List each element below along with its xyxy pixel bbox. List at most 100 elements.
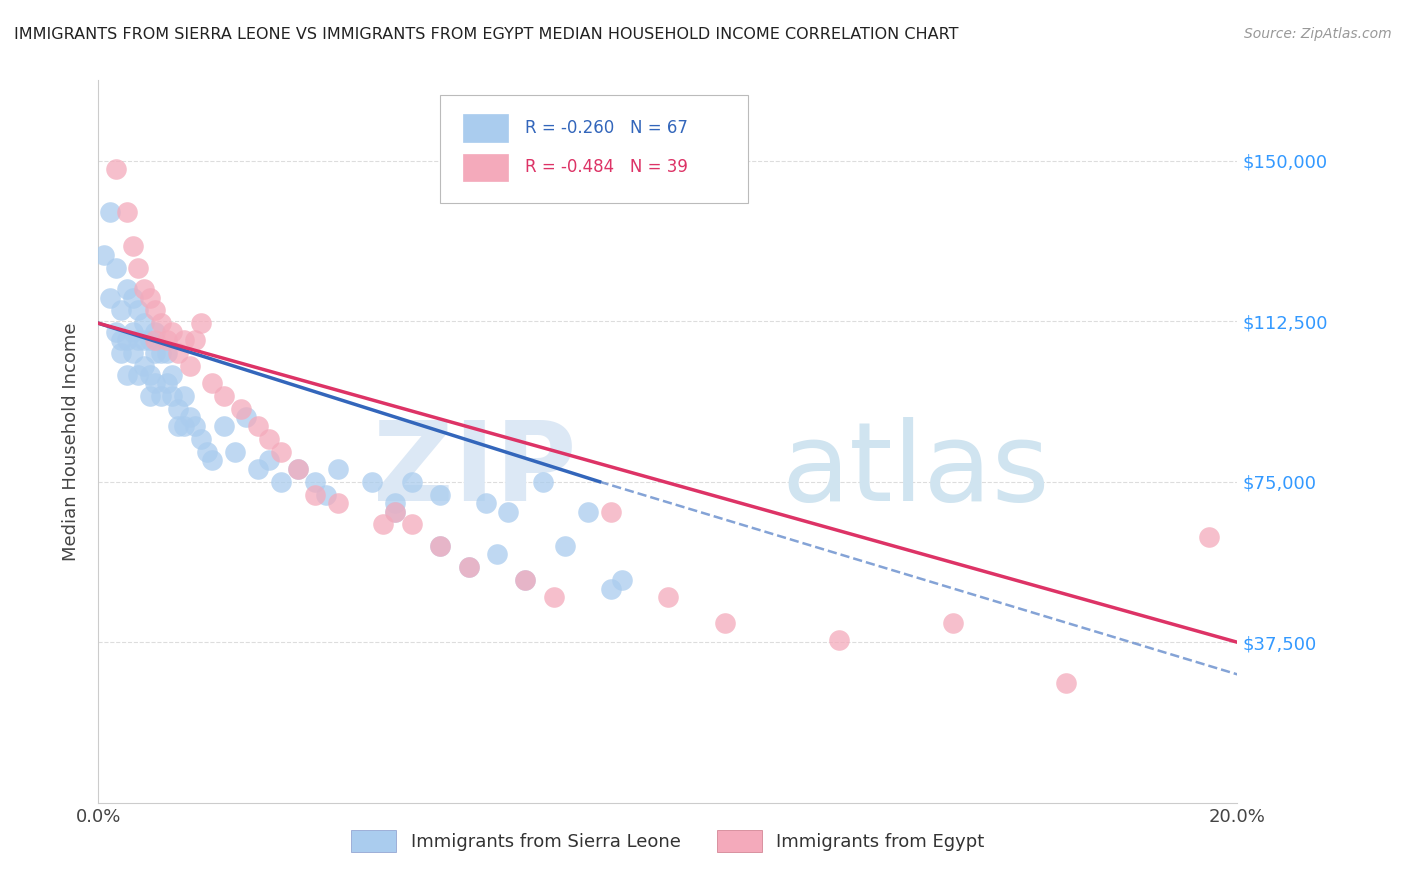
Point <box>104 162 127 177</box>
Point <box>167 346 190 360</box>
Point <box>486 548 509 562</box>
Point <box>156 376 179 391</box>
Point <box>179 410 201 425</box>
Point <box>600 505 623 519</box>
Point <box>190 316 212 330</box>
Point <box>173 334 195 348</box>
Point <box>145 303 167 318</box>
Point <box>132 359 155 373</box>
Point <box>190 432 212 446</box>
Point <box>150 389 173 403</box>
Point <box>173 419 195 434</box>
Point <box>360 475 382 489</box>
Point <box>401 475 423 489</box>
Point <box>515 573 537 587</box>
Point <box>304 487 326 501</box>
Point <box>115 282 138 296</box>
Point <box>145 346 167 360</box>
Point <box>167 419 190 434</box>
Point <box>270 475 292 489</box>
Point <box>235 410 257 425</box>
Point <box>121 239 143 253</box>
Point <box>104 325 127 339</box>
Point <box>304 475 326 489</box>
Point <box>401 517 423 532</box>
Point <box>498 505 520 519</box>
Point <box>115 205 138 219</box>
Point <box>162 325 184 339</box>
Point <box>1198 530 1220 544</box>
Point <box>138 291 160 305</box>
Point <box>201 376 224 391</box>
Point <box>127 260 149 275</box>
Point <box>457 560 479 574</box>
Point <box>429 539 451 553</box>
Point <box>127 303 149 318</box>
Point <box>714 615 737 630</box>
Point <box>576 505 599 519</box>
Point <box>429 487 451 501</box>
Point <box>554 539 576 553</box>
Point <box>384 496 406 510</box>
Point <box>259 432 281 446</box>
Point <box>315 487 337 501</box>
Point <box>110 303 132 318</box>
Point <box>828 633 851 648</box>
Text: Source: ZipAtlas.com: Source: ZipAtlas.com <box>1244 27 1392 41</box>
Point <box>373 517 395 532</box>
Point <box>110 346 132 360</box>
Point <box>138 368 160 382</box>
Point <box>150 316 173 330</box>
Point <box>145 325 167 339</box>
Point <box>1056 676 1078 690</box>
Point <box>212 389 235 403</box>
Point <box>127 334 149 348</box>
Point <box>201 453 224 467</box>
Bar <box>463 154 509 181</box>
Point <box>156 334 179 348</box>
Point <box>246 462 269 476</box>
Point <box>612 573 634 587</box>
Point <box>162 368 184 382</box>
Point <box>98 291 121 305</box>
Text: IMMIGRANTS FROM SIERRA LEONE VS IMMIGRANTS FROM EGYPT MEDIAN HOUSEHOLD INCOME CO: IMMIGRANTS FROM SIERRA LEONE VS IMMIGRAN… <box>14 27 959 42</box>
Point <box>246 419 269 434</box>
Point <box>173 389 195 403</box>
Point <box>212 419 235 434</box>
Point <box>138 389 160 403</box>
Point <box>474 496 496 510</box>
Point <box>110 334 132 348</box>
Point <box>229 401 252 416</box>
Point <box>224 444 246 458</box>
Point <box>184 419 207 434</box>
Point <box>326 462 349 476</box>
Point <box>145 334 167 348</box>
Point <box>326 496 349 510</box>
Point <box>162 389 184 403</box>
Point <box>457 560 479 574</box>
Text: R = -0.484   N = 39: R = -0.484 N = 39 <box>526 158 689 176</box>
Point <box>132 334 155 348</box>
Point <box>121 325 143 339</box>
Point <box>384 505 406 519</box>
Point <box>657 591 679 605</box>
Point <box>429 539 451 553</box>
Point <box>515 573 537 587</box>
Point <box>115 368 138 382</box>
Point <box>531 475 554 489</box>
Point <box>132 282 155 296</box>
Point <box>93 248 115 262</box>
Text: ZIP: ZIP <box>374 417 576 524</box>
Legend: Immigrants from Sierra Leone, Immigrants from Egypt: Immigrants from Sierra Leone, Immigrants… <box>344 822 991 859</box>
Text: R = -0.260   N = 67: R = -0.260 N = 67 <box>526 119 689 137</box>
Point <box>543 591 565 605</box>
Point <box>167 401 190 416</box>
Bar <box>463 114 509 142</box>
Point <box>145 376 167 391</box>
FancyBboxPatch shape <box>440 95 748 203</box>
Point <box>127 368 149 382</box>
Point <box>121 346 143 360</box>
Y-axis label: Median Household Income: Median Household Income <box>62 322 80 561</box>
Point <box>270 444 292 458</box>
Point <box>287 462 309 476</box>
